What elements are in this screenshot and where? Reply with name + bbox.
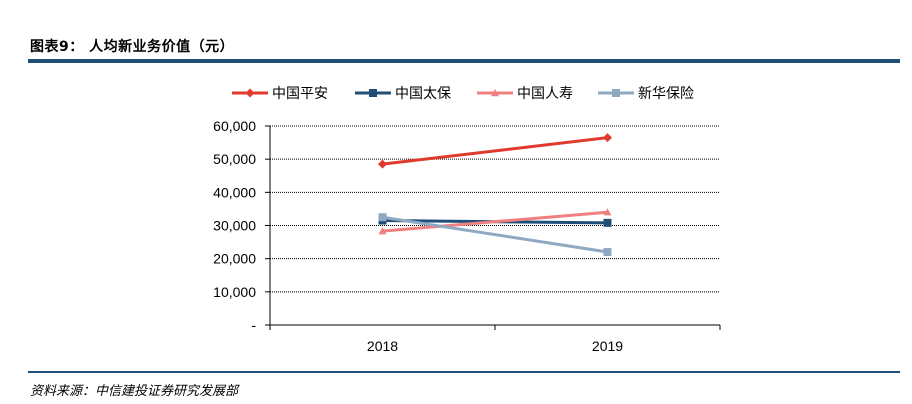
y-tick-label: 50,000 [213,151,256,167]
legend-label: 中国平安 [272,86,328,102]
footer-divider [28,371,900,373]
series-line-3 [382,215,608,254]
data-point [378,159,387,169]
figure-title: 图表9： 人均新业务价值（元） [30,39,235,55]
legend-label: 中国人寿 [517,85,573,102]
data-point [603,218,612,227]
series-line-2 [382,210,608,233]
data-point [603,133,612,143]
legend: 中国平安 中国太保 中国人寿 新华保险 [232,85,694,102]
gridlines [270,125,720,293]
data-point [603,208,612,216]
x-tick-label: 2018 [367,338,398,354]
x-tick-label: 2019 [592,338,623,354]
legend-swatch-marker [369,89,377,97]
legend-swatch-marker [491,89,499,97]
legend-label: 新华保险 [638,86,694,102]
legend-swatch-marker [245,88,255,98]
x-tick-labels: 2018 2019 [367,338,623,354]
y-tick-label: 10,000 [213,284,256,300]
y-tick-labels: - 10,000 20,000 30,000 40,000 50,000 60,000 [213,118,256,333]
y-tick-label: 40,000 [213,184,256,200]
legend-swatch-marker [612,89,620,97]
y-tick-label: 30,000 [213,218,256,234]
data-point [378,227,387,235]
series-lines [378,133,612,257]
y-tick-label: 60,000 [213,118,256,134]
source-note: 资料来源：中信建投证券研究发展部 [30,384,239,399]
y-tick-label: 20,000 [213,251,256,267]
legend-label: 中国太保 [395,86,451,102]
y-tick-label: - [251,317,256,333]
axes [265,125,721,330]
title-divider [28,59,900,63]
data-point [378,213,387,222]
series-line-0 [382,136,608,166]
data-point [603,248,612,257]
